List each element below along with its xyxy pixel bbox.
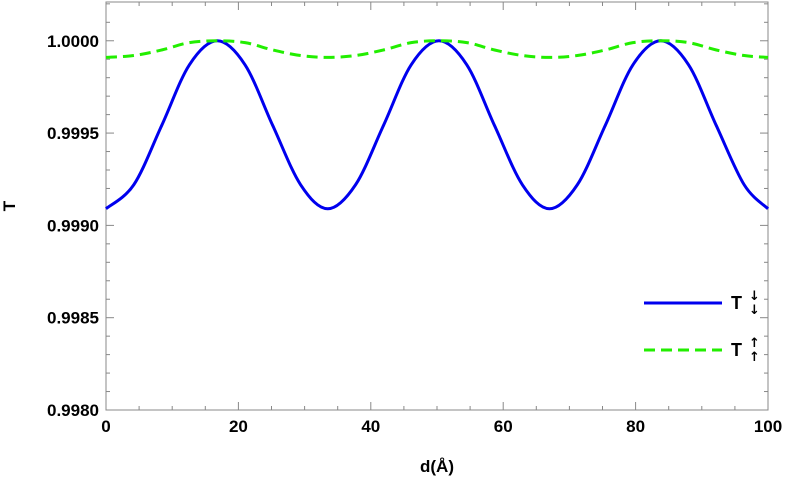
series-layer: [105, 39, 770, 211]
x-axis-ticks: 0 20 40 60 80 100: [101, 2, 782, 436]
y-tick-label: 1.0000: [47, 32, 99, 51]
y-tick-label: 0.9995: [47, 124, 99, 143]
series-line-2: [105, 39, 769, 59]
series-line-1: [105, 39, 770, 211]
x-tick-label: 20: [229, 417, 248, 436]
y-tick-label: 0.9980: [47, 401, 99, 420]
legend: T ↓↓ T ↑↑: [644, 289, 760, 365]
x-tick-label: 0: [101, 417, 110, 436]
x-tick-label: 60: [494, 417, 513, 436]
x-tick-label: 100: [754, 417, 782, 436]
legend-label-1: T: [731, 293, 742, 313]
legend-arrow-lower-1: ↓: [749, 303, 760, 318]
y-tick-label: 0.9985: [47, 309, 99, 328]
y-tick-label: 0.9990: [47, 216, 99, 235]
legend-arrow-lower-2: ↑: [749, 350, 760, 365]
x-tick-label: 40: [361, 417, 380, 436]
legend-label-2: T: [731, 340, 742, 360]
x-axis-label: d(Å): [420, 457, 454, 476]
x-tick-label: 80: [626, 417, 645, 436]
legend-arrow-upper-2: ↑: [749, 336, 760, 351]
legend-arrow-upper-1: ↓: [749, 289, 760, 304]
y-axis-label: T: [0, 200, 19, 211]
y-axis-ticks: 0.9980 0.9985 0.9990 0.9995 1.0000: [47, 3, 768, 420]
